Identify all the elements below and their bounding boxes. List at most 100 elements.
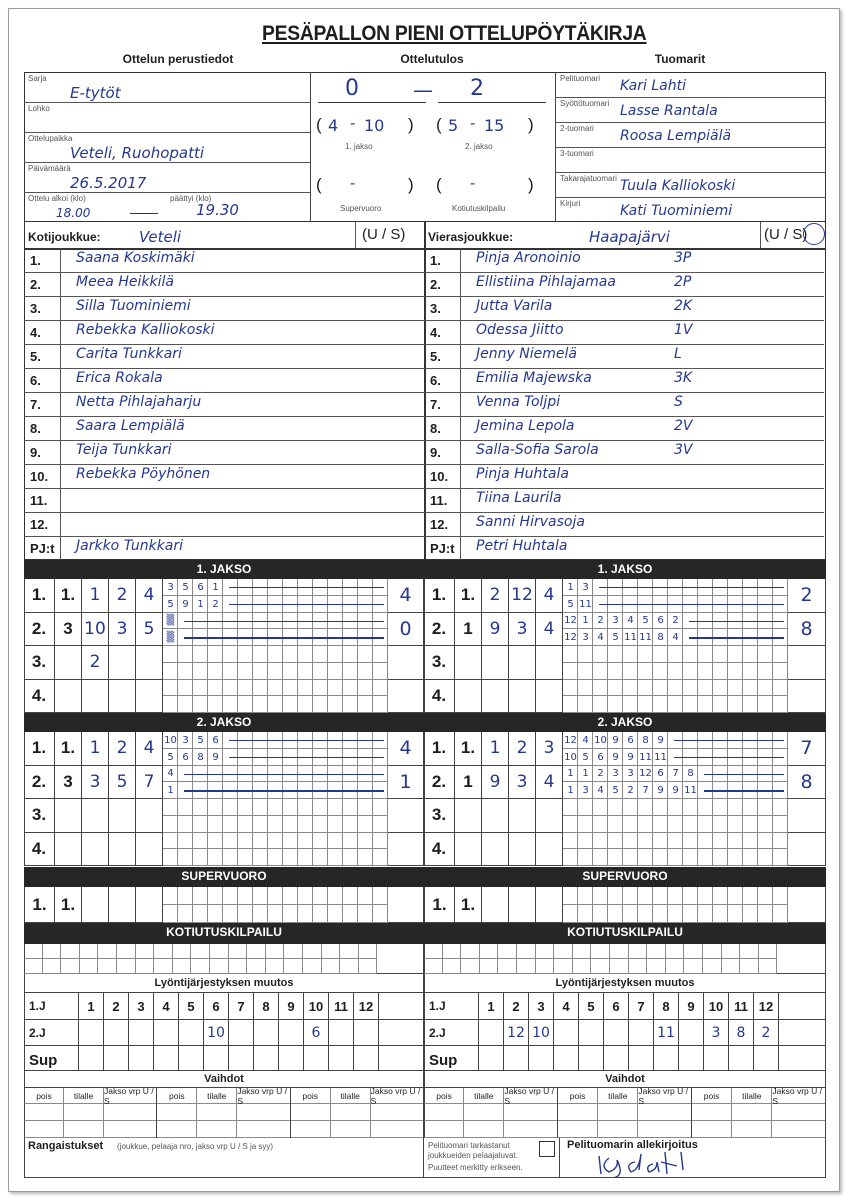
batter-cell: 4: [536, 579, 563, 613]
batter-cell: 2: [109, 732, 136, 766]
batter-cell: [482, 799, 509, 833]
rule-line: [24, 192, 310, 193]
run-grid-cell: [373, 799, 388, 816]
player-name: Teija Tunkkari: [76, 442, 172, 458]
run-entry: 9: [627, 751, 634, 763]
player-name: Rebekka Kalliokoski: [76, 322, 215, 338]
run-grid-cell: [238, 646, 253, 663]
run-grid-cell: [773, 765, 788, 783]
batter-cell: [109, 832, 136, 866]
player-name: Petri Huhtala: [476, 538, 568, 554]
run-grid-cell: [653, 612, 668, 630]
run-grid-cell: [623, 832, 638, 850]
batting-order-cell: [679, 1020, 704, 1046]
substitution-col-header: pois: [157, 1088, 198, 1104]
period1-score-dash: -: [350, 115, 356, 132]
substitution-cell: [157, 1121, 198, 1138]
kotiutus-grid-cell: [461, 944, 480, 959]
run-entry: 9: [672, 785, 679, 797]
strike-line: [704, 790, 784, 792]
run-grid-cell: [208, 799, 223, 816]
run-grid-cell: [283, 646, 298, 663]
strike-line: [689, 620, 784, 622]
run-grid-cell: [223, 662, 238, 680]
run-entry: 5: [167, 598, 174, 610]
run-grid-cell: [728, 887, 743, 905]
batting-order-spare: [779, 1046, 826, 1071]
run-grid-cell: [178, 679, 193, 697]
run-grid-cell: [253, 815, 268, 833]
substitution-cell: [24, 1121, 64, 1138]
batter-cell: 1.: [55, 579, 82, 613]
batting-order-cell: 9: [679, 993, 704, 1020]
run-grid-cell: [268, 832, 283, 850]
run-grid-cell: [178, 832, 193, 850]
substitution-col-header: tilalle: [330, 1088, 371, 1104]
batter-cell: 3: [82, 765, 109, 799]
kotiutus-grid-cell: [517, 959, 536, 974]
rule-line: [24, 344, 424, 345]
run-grid-cell: [208, 679, 223, 697]
run-grid-cell: [638, 849, 653, 866]
run-entry: 1: [582, 768, 589, 780]
run-grid-cell: [178, 595, 193, 613]
supervuoro-score-close: ): [408, 175, 414, 194]
run-grid-cell: [698, 696, 713, 713]
strike-line: [229, 587, 384, 589]
run-grid-cell: [773, 832, 788, 850]
run-grid-cell: [623, 782, 638, 799]
kotiutus-grid-cell: [135, 959, 155, 974]
player-position: S: [674, 394, 683, 410]
rule-line: [355, 222, 356, 248]
player-number: 3.: [430, 301, 441, 316]
run-grid-cell: [713, 832, 728, 850]
run-grid-cell: [163, 815, 178, 833]
inning-row-number: 3.: [424, 799, 455, 833]
roster-check-checkbox[interactable]: [539, 1141, 555, 1157]
player-number: 8.: [430, 421, 441, 436]
player-number: 5.: [430, 349, 441, 364]
kotiutus-grid-cell: [61, 959, 80, 974]
batter-cell: [82, 832, 109, 866]
batting-order-cell: 5: [179, 993, 204, 1020]
run-grid-cell: [163, 662, 178, 680]
run-entry: 8: [687, 768, 694, 780]
run-grid-cell: [358, 849, 373, 866]
kotiutus-total: [777, 944, 826, 974]
penalties-box: [24, 1138, 424, 1178]
run-grid-cell: [578, 887, 593, 905]
batter-cell: [482, 832, 509, 866]
kotiutus-grid-cell: [358, 944, 378, 959]
player-position: L: [674, 346, 682, 362]
batting-order-cell: 8: [654, 993, 679, 1020]
rule-line: [760, 222, 761, 248]
run-grid-cell: [373, 849, 388, 866]
rule-line: [318, 102, 426, 103]
referee-label: Syöttötuomari: [560, 99, 610, 108]
inning-row-number: 3.: [24, 799, 55, 833]
run-grid-cell: [373, 905, 388, 923]
batting-order-row-label: Sup: [424, 1046, 479, 1071]
batting-order-cell: [654, 1046, 679, 1071]
substitution-cell: [64, 1104, 104, 1121]
kotiutus-grid-cell: [24, 959, 43, 974]
substitution-col-header: tilalle: [464, 1088, 505, 1104]
run-grid-cell: [223, 905, 238, 923]
run-entry: 12: [564, 734, 577, 746]
run-grid-cell: [593, 748, 608, 766]
batting-order-cell: 11: [329, 993, 354, 1020]
batting-order-row-label: 1.J: [24, 993, 79, 1020]
batting-order-cell: 6: [604, 993, 629, 1020]
run-grid-cell: [578, 815, 593, 833]
batting-order-cell: 6: [304, 1020, 329, 1046]
run-grid-cell: [373, 662, 388, 680]
player-number: 5.: [30, 349, 41, 364]
run-grid-cell: [238, 849, 253, 866]
strike-line: [184, 790, 384, 792]
kotiutus-grid-cell: [665, 959, 685, 974]
player-number: 2.: [430, 277, 441, 292]
run-grid-cell: [343, 799, 358, 816]
batter-cell: 2: [482, 579, 509, 613]
run-grid-cell: [623, 748, 638, 766]
run-grid-cell: [578, 629, 593, 646]
